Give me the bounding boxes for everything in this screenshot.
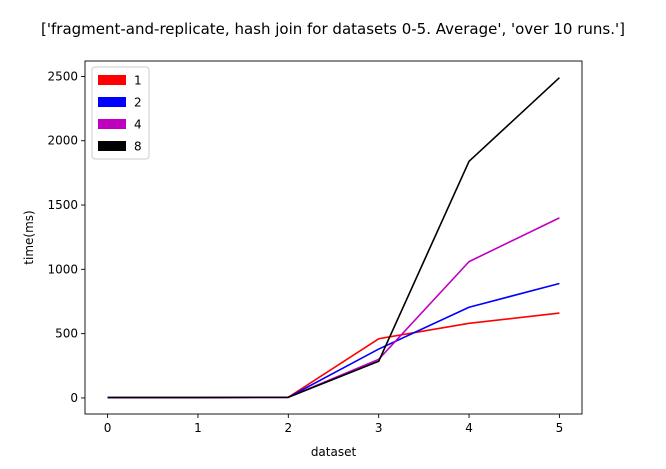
legend-swatch-8 xyxy=(98,141,126,151)
legend-swatch-1 xyxy=(98,75,126,85)
x-axis-label: dataset xyxy=(311,445,357,459)
chart-title: ['fragment-and-replicate, hash join for … xyxy=(41,20,625,38)
legend-label-2: 2 xyxy=(134,96,142,110)
y-tick-label: 500 xyxy=(55,327,78,341)
plot-background xyxy=(85,61,582,414)
x-tick-label: 0 xyxy=(104,421,112,435)
x-tick-label: 2 xyxy=(284,421,292,435)
y-tick-label: 1000 xyxy=(47,262,78,276)
axes-frame xyxy=(84,60,583,415)
legend-label-8: 8 xyxy=(134,140,142,154)
y-tick-label: 2000 xyxy=(47,134,78,148)
legend: 1 2 4 8 xyxy=(91,66,150,160)
axes-layer: 0 1 2 3 4 5 0 500 1000 1500 2000 2500 xyxy=(47,60,583,435)
y-tick-label: 2500 xyxy=(47,69,78,83)
legend-label-4: 4 xyxy=(134,118,142,132)
series-line-8 xyxy=(107,77,560,399)
series-layer xyxy=(107,77,560,399)
y-tick-label: 0 xyxy=(70,391,78,405)
x-tick-label: 4 xyxy=(465,421,473,435)
x-tick-label: 3 xyxy=(375,421,383,435)
legend-swatch-4 xyxy=(98,119,126,129)
legend-label-1: 1 xyxy=(134,74,142,88)
legend-box xyxy=(91,66,150,160)
x-tick-label: 1 xyxy=(194,421,202,435)
y-tick-label: 1500 xyxy=(47,198,78,212)
x-tick-label: 5 xyxy=(556,421,564,435)
y-axis-label: time(ms) xyxy=(22,210,36,264)
plot-area xyxy=(85,61,582,414)
legend-swatch-2 xyxy=(98,97,126,107)
